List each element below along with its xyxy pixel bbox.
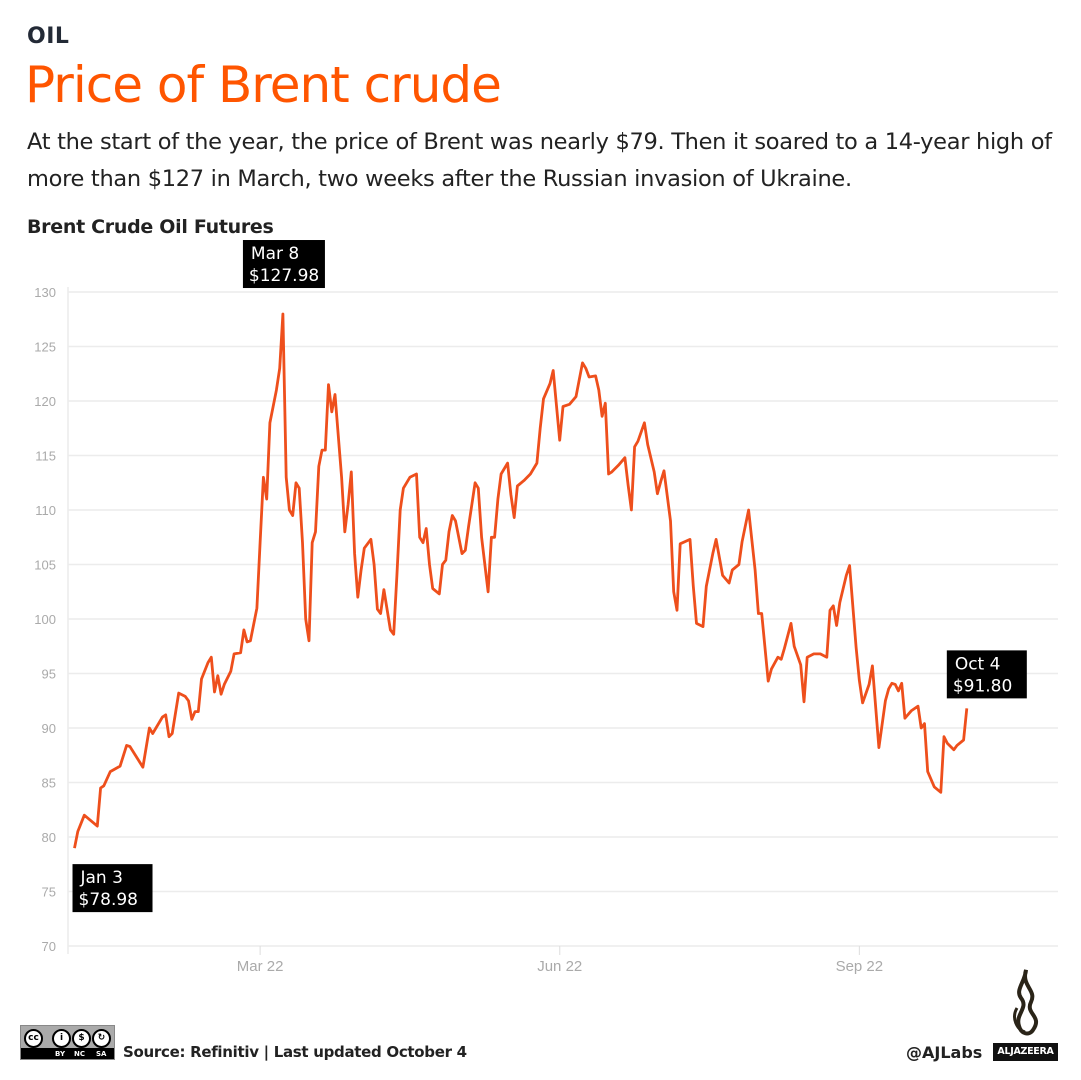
- y-tick-label: 105: [34, 558, 56, 573]
- annotation-date: Jan 3: [80, 868, 123, 888]
- y-tick-label: 95: [42, 667, 56, 682]
- y-tick-label: 125: [34, 340, 56, 355]
- annotation-date: Oct 4: [955, 654, 1001, 674]
- aljazeera-wordmark: ALJAZEERA: [993, 1043, 1058, 1061]
- subtitle: At the start of the year, the price of B…: [27, 129, 1052, 192]
- x-tick-label: Sep 22: [836, 958, 884, 975]
- annotation-mar-8: Mar 8$127.98: [242, 240, 325, 289]
- section-kicker: OIL: [27, 24, 70, 49]
- y-tick-label: 75: [42, 885, 56, 900]
- annotation-date: Mar 8: [251, 244, 299, 264]
- price-line: [73, 312, 969, 849]
- annotation-jan-3: Jan 3$78.98: [72, 864, 153, 913]
- chart-title: Brent Crude Oil Futures: [27, 216, 274, 238]
- annotation-value: $91.80: [953, 676, 1012, 696]
- y-tick-label: 85: [42, 776, 56, 791]
- y-tick-label: 130: [34, 285, 56, 300]
- annotation-oct-4: Oct 4$91.80: [946, 650, 1027, 699]
- annotation-box: [72, 864, 153, 913]
- y-tick-label: 110: [35, 503, 56, 518]
- y-tick-label: 115: [35, 449, 56, 464]
- annotation-value: $78.98: [79, 890, 138, 910]
- y-tick-label: 70: [42, 939, 56, 954]
- license-nc: NC: [74, 1050, 85, 1058]
- ajlabs-handle: @AJLabs: [906, 1043, 983, 1062]
- creative-commons-badge: cc i $ ↻ BY NC SA: [20, 1025, 115, 1060]
- annotation-box: [242, 240, 325, 289]
- sa-icon: ↻: [92, 1029, 111, 1048]
- aljazeera-logo-icon: [1013, 969, 1039, 1036]
- license-by: BY: [55, 1050, 66, 1058]
- x-tick-label: Mar 22: [237, 958, 284, 975]
- annotation-box: [946, 650, 1027, 699]
- y-tick-label: 90: [42, 721, 56, 736]
- license-sa: SA: [96, 1050, 107, 1058]
- nc-icon: $: [72, 1029, 91, 1048]
- source-note: Source: Refinitiv | Last updated October…: [123, 1043, 467, 1061]
- page-title: Price of Brent crude: [25, 56, 502, 114]
- annotation-value: $127.98: [249, 266, 319, 286]
- cc-icon: cc: [24, 1029, 43, 1048]
- x-tick-label: Jun 22: [537, 958, 582, 975]
- y-tick-label: 120: [34, 394, 56, 409]
- line-chart: 70 75 80 85 90 95 100 105 110 115 120 125 130 Mar 22 J…: [34, 240, 1058, 975]
- y-tick-label: 80: [42, 830, 56, 845]
- y-tick-label: 100: [34, 612, 56, 627]
- by-icon: i: [52, 1029, 71, 1048]
